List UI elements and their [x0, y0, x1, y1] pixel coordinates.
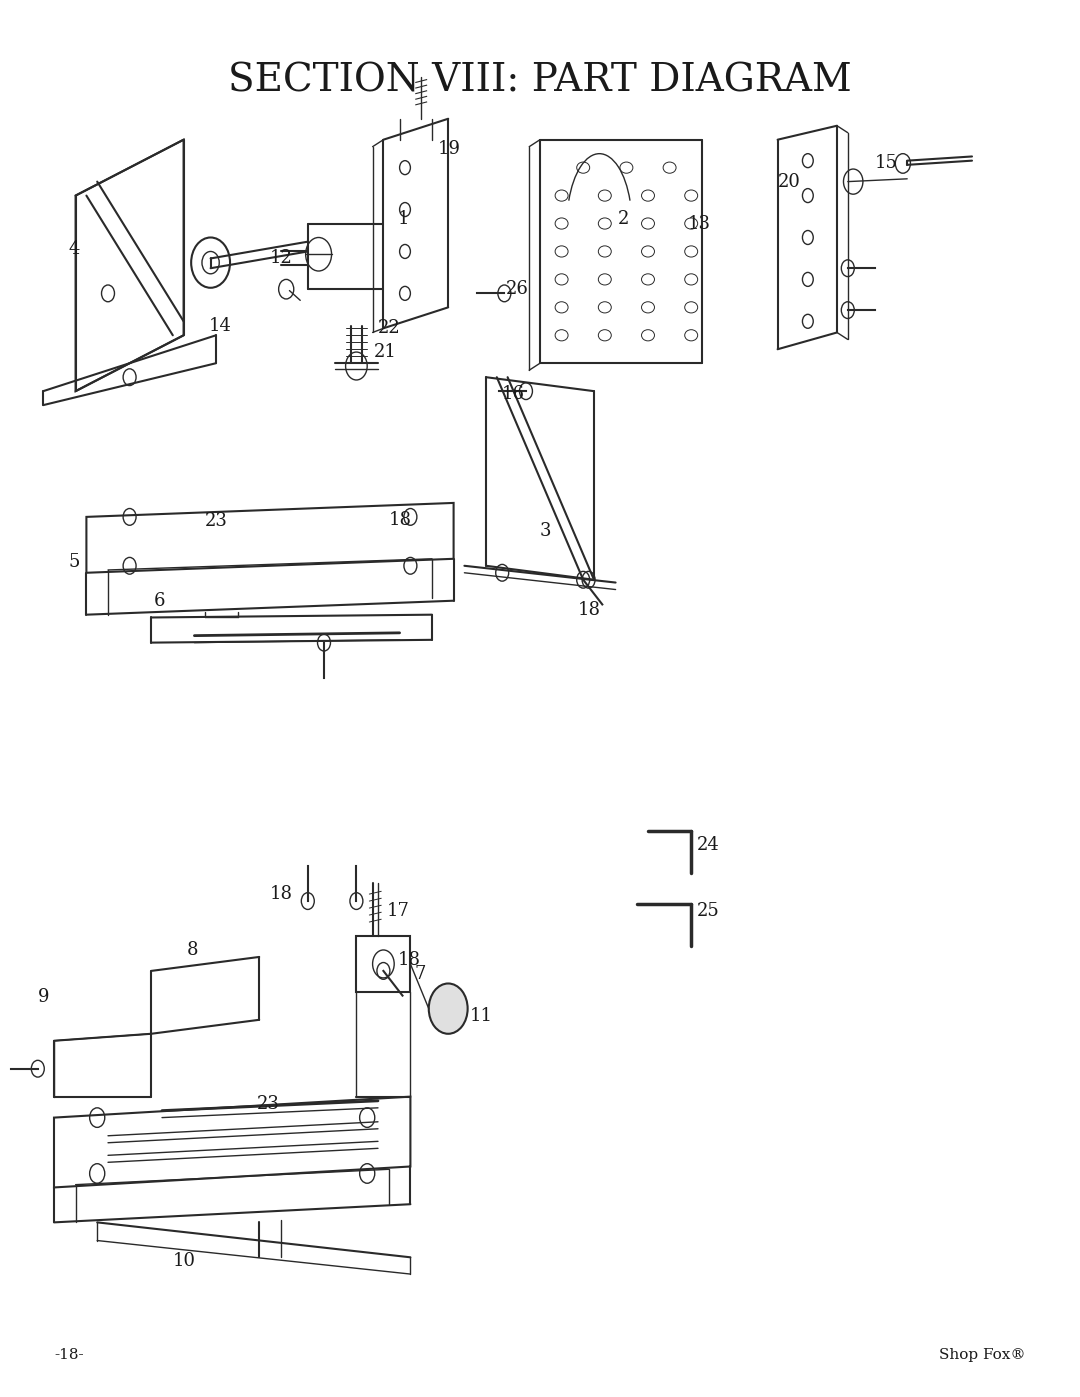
Text: 18: 18 — [389, 511, 411, 528]
Text: 15: 15 — [875, 155, 897, 172]
Text: 3: 3 — [540, 522, 552, 539]
Text: Shop Fox®: Shop Fox® — [940, 1348, 1026, 1362]
Text: 14: 14 — [208, 317, 231, 334]
Text: 5: 5 — [68, 553, 80, 570]
Text: 21: 21 — [374, 344, 396, 360]
Text: 26: 26 — [505, 281, 528, 298]
Circle shape — [429, 983, 468, 1034]
Text: 1: 1 — [397, 211, 409, 228]
Text: 23: 23 — [205, 513, 228, 529]
Text: 9: 9 — [38, 989, 50, 1006]
Text: 17: 17 — [387, 902, 409, 919]
Text: 6: 6 — [153, 592, 165, 609]
Text: 12: 12 — [270, 250, 293, 267]
Text: -18-: -18- — [54, 1348, 83, 1362]
Text: 7: 7 — [415, 965, 427, 982]
Text: 22: 22 — [378, 320, 401, 337]
Text: 11: 11 — [470, 1007, 492, 1024]
Text: 4: 4 — [68, 240, 80, 257]
Text: 2: 2 — [618, 211, 630, 228]
Text: 23: 23 — [257, 1095, 280, 1112]
Text: 25: 25 — [697, 902, 719, 919]
Text: SECTION VIII: PART DIAGRAM: SECTION VIII: PART DIAGRAM — [228, 63, 852, 99]
Text: 24: 24 — [697, 837, 719, 854]
Text: 18: 18 — [270, 886, 293, 902]
Text: 8: 8 — [187, 942, 199, 958]
Text: 20: 20 — [778, 173, 800, 190]
Text: 16: 16 — [502, 386, 525, 402]
Text: 13: 13 — [688, 215, 711, 232]
Text: 18: 18 — [397, 951, 420, 968]
Text: 18: 18 — [578, 602, 600, 619]
Text: 19: 19 — [437, 141, 460, 158]
Text: 10: 10 — [173, 1253, 195, 1270]
